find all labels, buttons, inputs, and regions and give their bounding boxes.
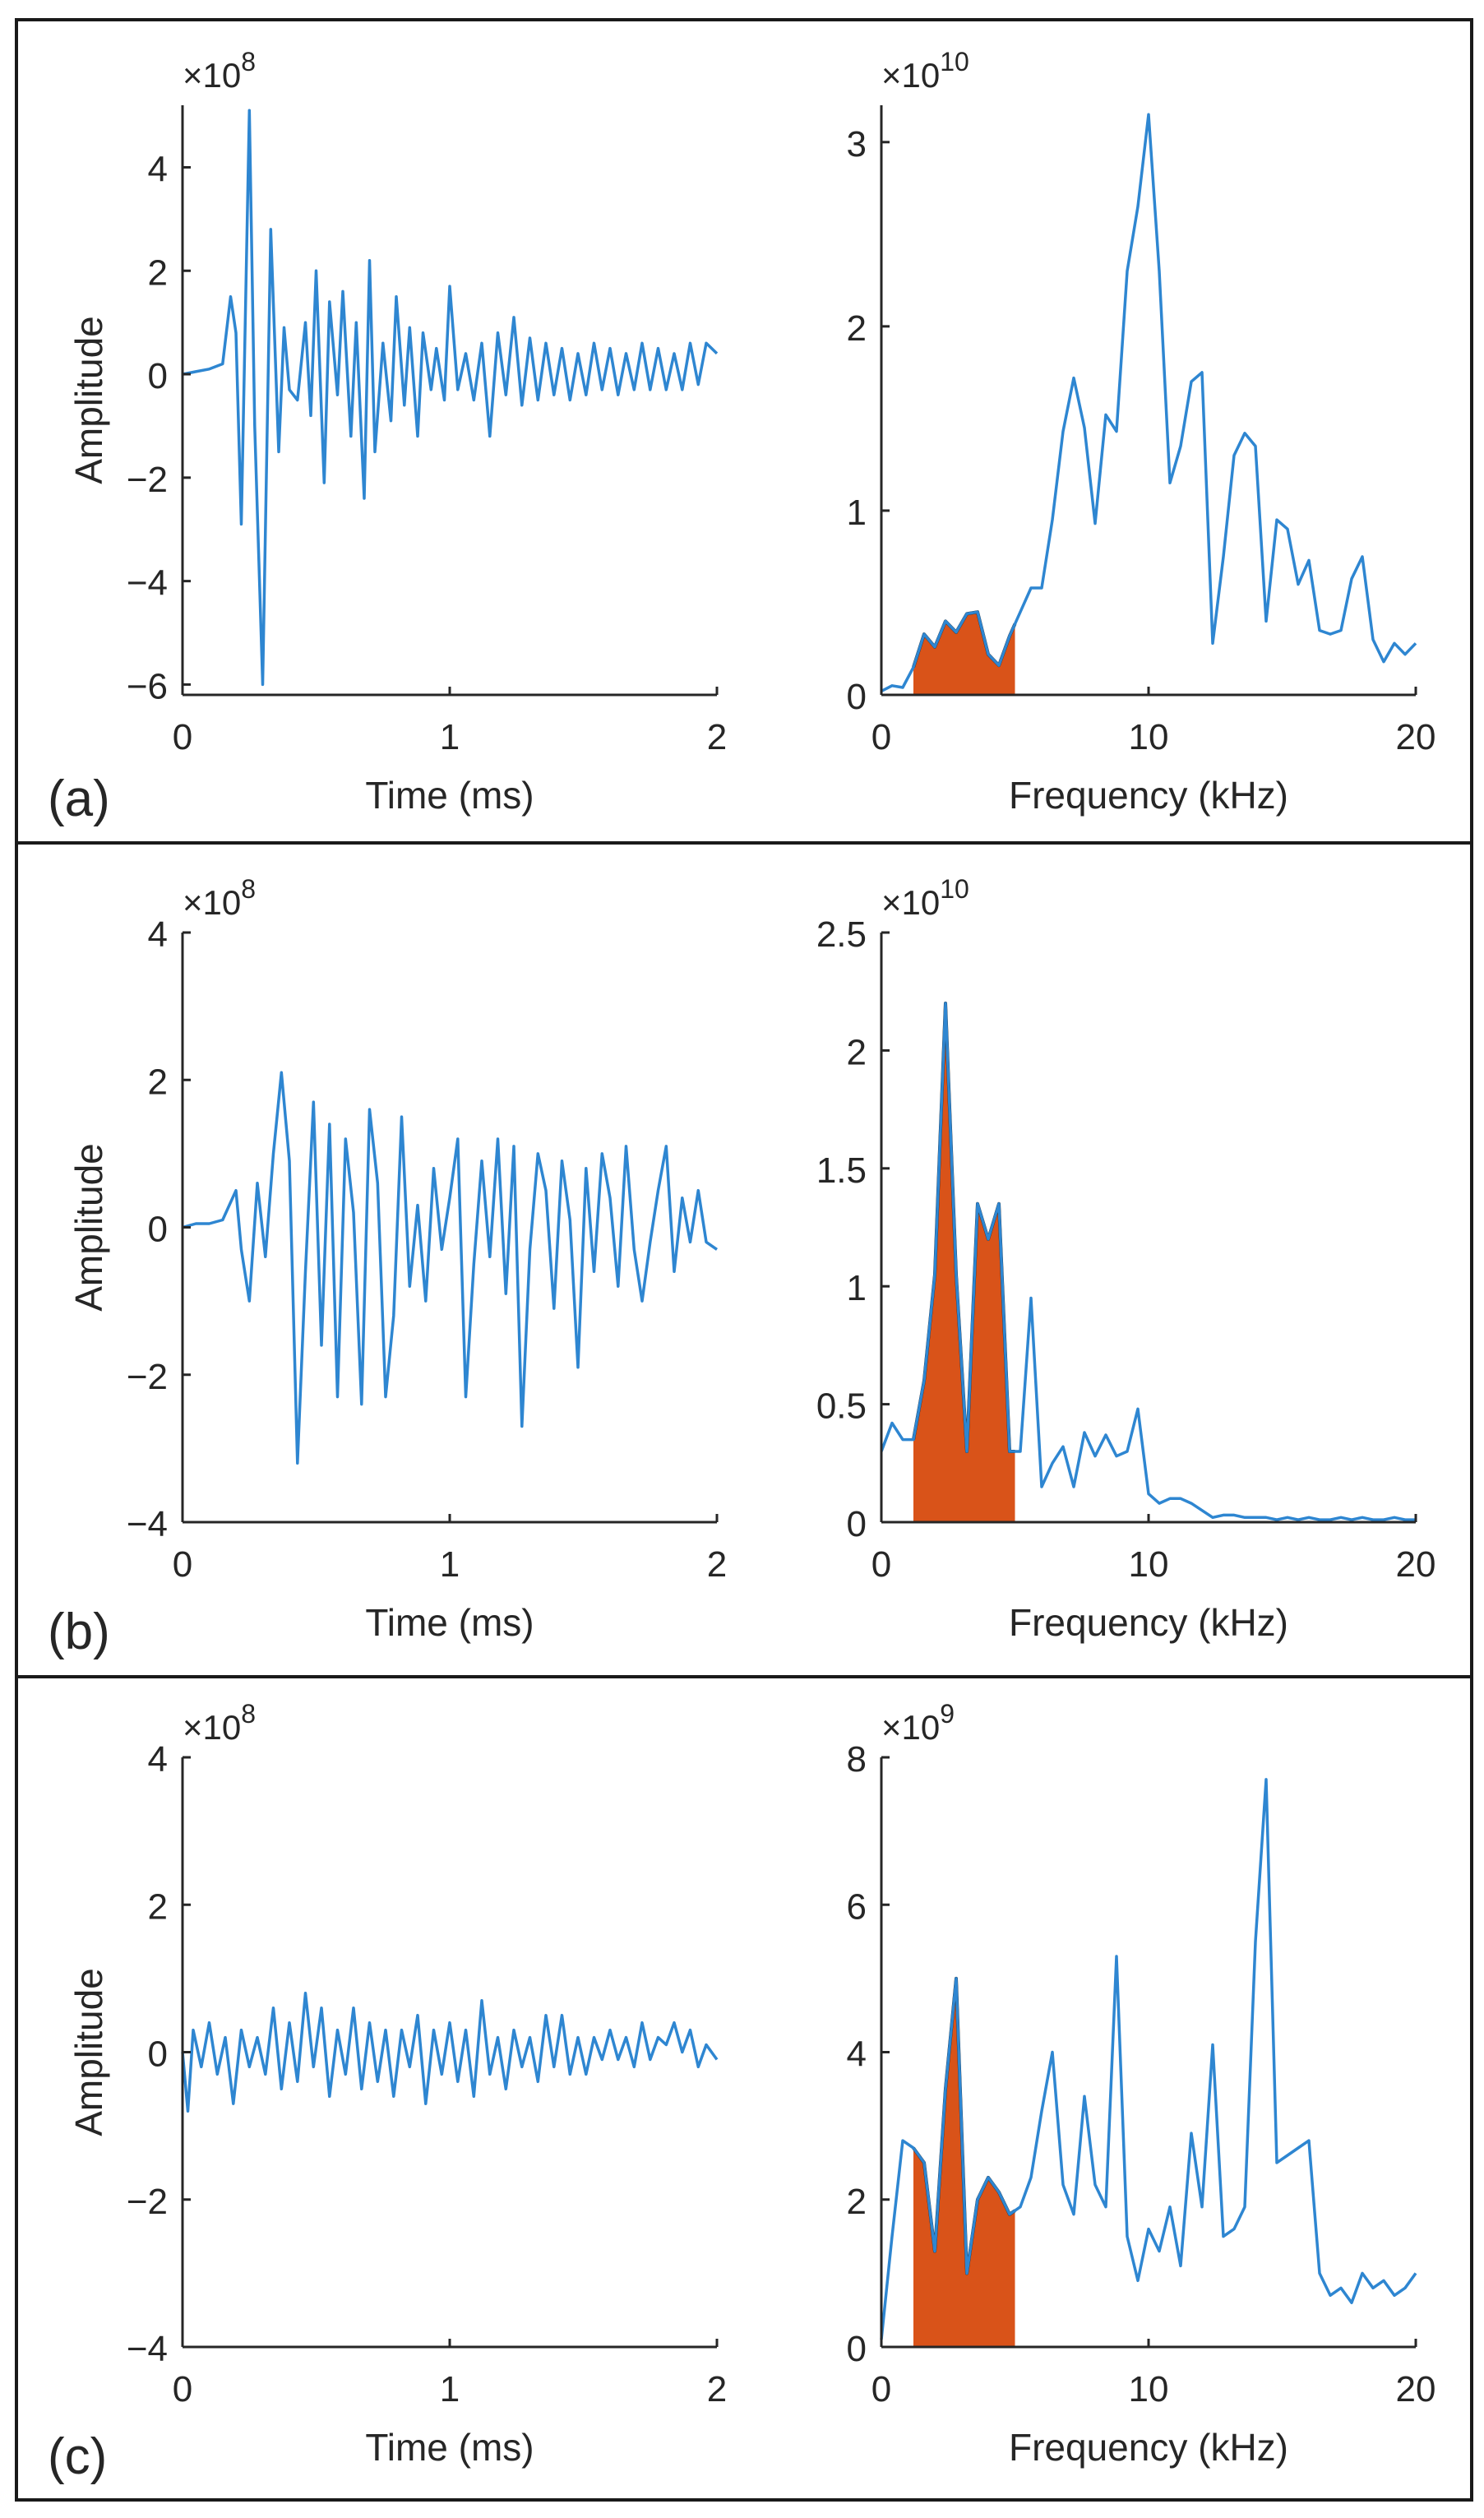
plot-a-frequency-domain: 0 1 2 3 0 10 20 Frequency (kHz) ×1010: [847, 47, 1436, 817]
y-tick-label-a-time: 4: [148, 149, 168, 189]
series-line-c-freq: [880, 1778, 1417, 2340]
y-tick-label-a-time: 0: [148, 356, 168, 396]
y-tick-label-b-freq: 2: [847, 1032, 867, 1072]
series-line-b-time: [182, 1071, 718, 1465]
x-tick-label-c-freq: 20: [1396, 2369, 1436, 2409]
x-axis-title-c-time: Time (ms): [365, 2426, 534, 2469]
x-tick-label-c-time: 0: [173, 2369, 192, 2409]
x-tick-label-c-freq: 10: [1129, 2369, 1169, 2409]
plot-a-time-domain: −6 −4 −2 0 2 4 0 1 2 Time (ms) Amplitude ×108: [67, 47, 727, 817]
x-tick-label-b-time: 2: [707, 1544, 727, 1585]
x-tick-label-c-time: 1: [440, 2369, 460, 2409]
axis-exponent-b-time: ×108: [183, 874, 256, 922]
y-tick-label-c-time: 0: [148, 2034, 168, 2075]
y-tick-label-a-time: −4: [127, 563, 168, 604]
x-axis-title-c-freq: Frequency (kHz): [1009, 2426, 1288, 2469]
series-line-a-time: [182, 109, 719, 687]
axis-exponent-a-time: ×108: [183, 47, 256, 95]
y-tick-label-a-time: 2: [148, 252, 168, 293]
y-tick-label-a-freq: 2: [847, 308, 867, 349]
y-tick-label-c-freq: 4: [847, 2034, 867, 2075]
x-tick-label-a-freq: 0: [871, 717, 891, 757]
y-tick-label-b-time: 2: [148, 1062, 168, 1102]
panel-label-b: (b): [48, 1604, 110, 1660]
axis-exponent-a-freq: ×1010: [881, 47, 969, 95]
y-tick-label-c-freq: 8: [847, 1739, 867, 1780]
x-tick-label-a-time: 2: [707, 717, 727, 757]
y-tick-label-c-time: −4: [127, 2329, 168, 2369]
series-line-c-time: [181, 1992, 719, 2113]
x-tick-label-a-time: 1: [440, 717, 460, 757]
y-tick-label-a-freq: 0: [847, 677, 867, 717]
y-axis-title-a-time: Amplitude: [67, 316, 110, 484]
x-tick-label-c-freq: 0: [871, 2369, 891, 2409]
plot-c-frequency-domain: 0 2 4 6 8 0 10 20 Frequency (kHz) ×109: [847, 1699, 1436, 2469]
x-tick-label-b-freq: 10: [1129, 1544, 1169, 1585]
axis-exponent-c-time: ×108: [183, 1699, 256, 1747]
panel-label-c: (c): [48, 2428, 107, 2485]
y-tick-label-b-freq: 2.5: [816, 914, 867, 955]
y-tick-label-b-freq: 1: [847, 1268, 867, 1308]
x-axis-title-a-time: Time (ms): [365, 774, 534, 817]
highlight-area-b-freq: [913, 1003, 1015, 1522]
y-tick-label-b-time: −4: [127, 1504, 168, 1544]
y-tick-label-c-freq: 0: [847, 2329, 867, 2369]
y-tick-label-a-time: −6: [127, 666, 168, 706]
y-tick-label-c-time: 4: [148, 1739, 168, 1780]
y-tick-label-b-freq: 0: [847, 1504, 867, 1544]
x-tick-label-a-freq: 10: [1129, 717, 1169, 757]
highlight-area-a-freq: [913, 612, 1015, 695]
x-axis-title-b-time: Time (ms): [365, 1601, 534, 1644]
x-tick-label-a-time: 0: [173, 717, 192, 757]
axis-exponent-b-freq: ×1010: [881, 874, 969, 922]
plot-c-time-domain: −4 −2 0 2 4 0 1 2 Time (ms) Amplitude ×108: [67, 1699, 727, 2469]
y-axis-title-b-time: Amplitude: [67, 1143, 110, 1312]
panel-label-a: (a): [48, 771, 110, 827]
y-tick-label-c-freq: 6: [847, 1886, 867, 1927]
x-tick-label-c-time: 2: [707, 2369, 727, 2409]
plot-b-frequency-domain: 0 0.5 1 1.5 2 2.5 0 10 20 Frequency (kHz) ×1010: [816, 874, 1436, 1644]
y-tick-label-c-time: −2: [127, 2182, 168, 2222]
y-tick-label-a-freq: 3: [847, 124, 867, 164]
y-tick-label-c-freq: 2: [847, 2182, 867, 2222]
x-tick-label-a-freq: 20: [1396, 717, 1436, 757]
y-tick-label-b-time: 4: [148, 914, 168, 955]
y-tick-label-b-freq: 1.5: [816, 1150, 867, 1191]
y-tick-label-b-freq: 0.5: [816, 1386, 867, 1427]
series-line-b-freq: [880, 1002, 1416, 1521]
axis-exponent-c-freq: ×109: [881, 1699, 955, 1747]
x-tick-label-b-freq: 20: [1396, 1544, 1436, 1585]
y-tick-label-c-time: 2: [148, 1886, 168, 1927]
y-tick-label-b-time: −2: [127, 1357, 168, 1397]
x-tick-label-b-freq: 0: [871, 1544, 891, 1585]
panel-c-frame: [15, 1675, 1473, 2502]
y-axis-title-c-time: Amplitude: [67, 1968, 110, 2136]
highlight-area-c-freq: [913, 1978, 1015, 2347]
series-line-a-freq: [881, 113, 1417, 693]
y-tick-label-a-freq: 1: [847, 493, 867, 533]
y-tick-label-b-time: 0: [148, 1210, 168, 1250]
x-axis-title-a-freq: Frequency (kHz): [1009, 774, 1288, 817]
x-tick-label-b-time: 0: [173, 1544, 192, 1585]
x-tick-label-b-time: 1: [440, 1544, 460, 1585]
plot-b-time-domain: −4 −2 0 2 4 0 1 2 Time (ms) Amplitude ×108: [67, 874, 727, 1644]
y-tick-label-a-time: −2: [127, 460, 168, 500]
x-axis-title-b-freq: Frequency (kHz): [1009, 1601, 1288, 1644]
